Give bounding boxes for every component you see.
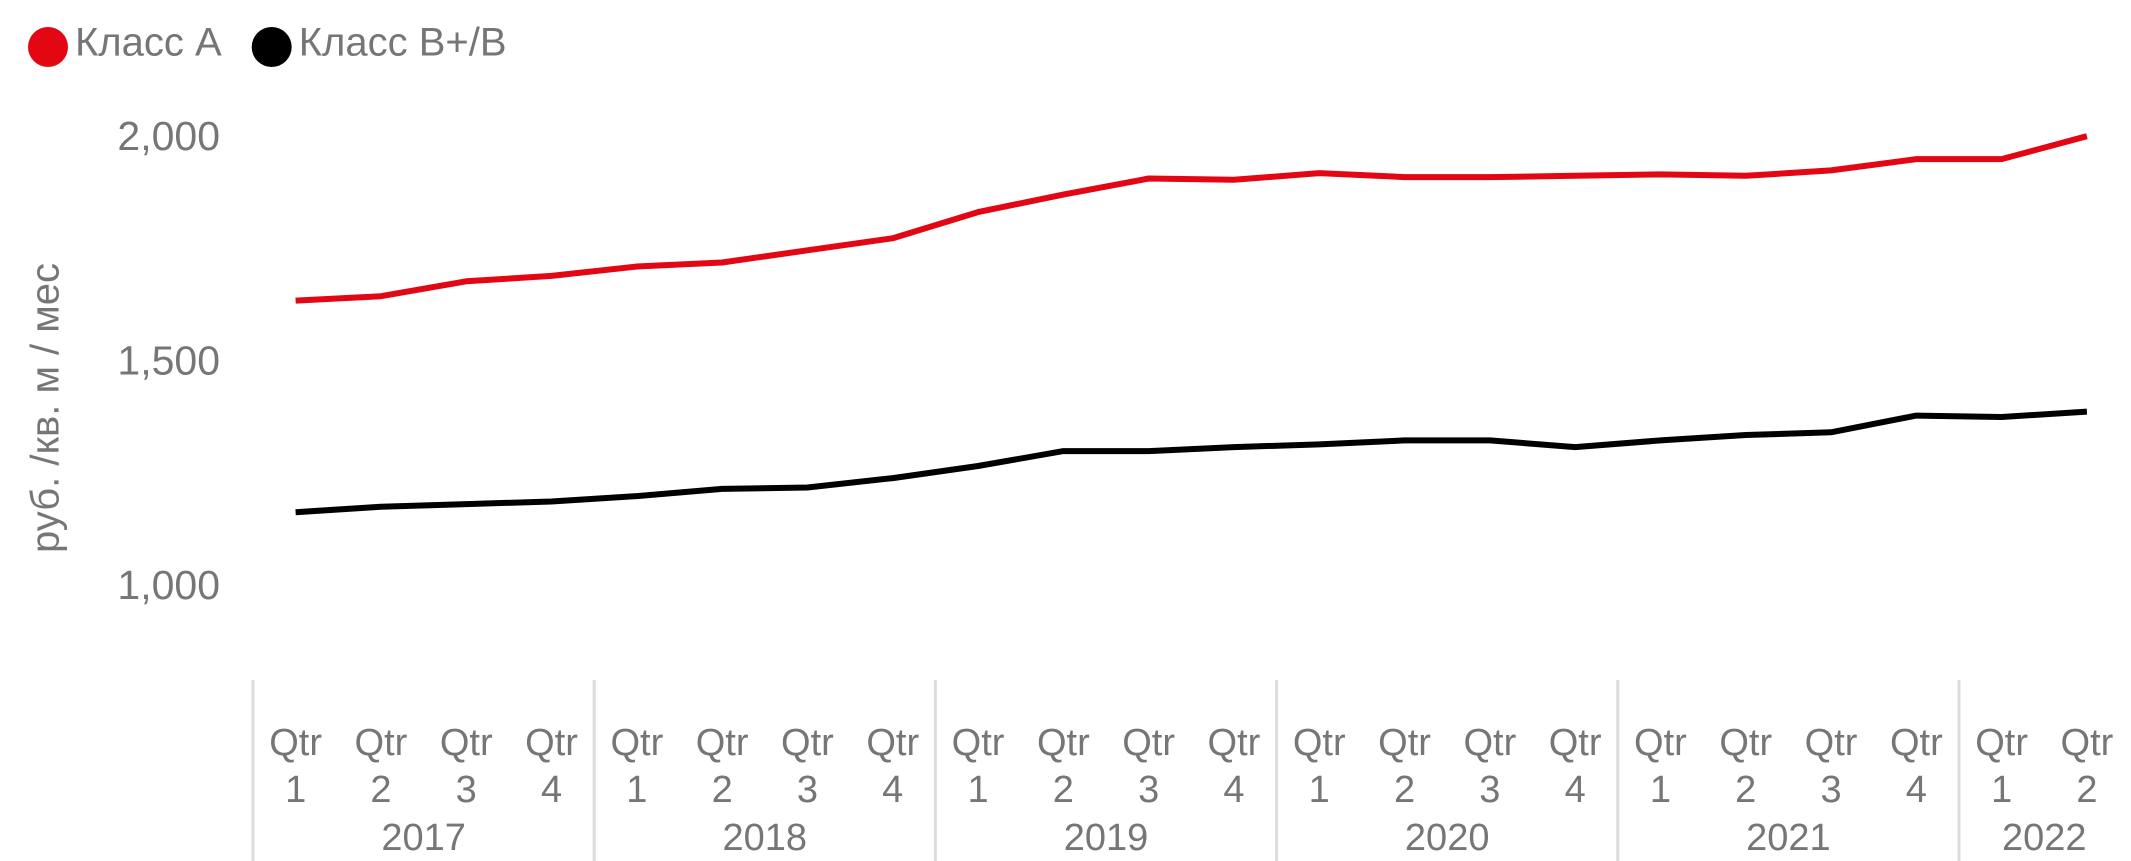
x-tick-label: Qtr 2 xyxy=(1719,722,1772,811)
x-tick-label: Qtr 1 xyxy=(1975,722,2028,811)
x-group-label: 2021 xyxy=(1746,817,1831,859)
x-tick-label: Qtr 2 xyxy=(355,722,408,811)
x-tick-label: Qtr 4 xyxy=(866,722,919,811)
y-tick-label: 1,000 xyxy=(117,562,220,608)
x-tick-label: Qtr 4 xyxy=(1208,722,1261,811)
legend-label: Класс B+/B xyxy=(299,21,507,65)
x-group-label: 2022 xyxy=(2002,817,2087,859)
x-tick-label: Qtr 2 xyxy=(696,722,749,811)
x-tick-label: Qtr 1 xyxy=(269,722,322,811)
x-group-label: 2018 xyxy=(723,817,808,859)
x-tick-label: Qtr 4 xyxy=(525,722,578,811)
x-tick-label: Qtr 1 xyxy=(1634,722,1687,811)
x-tick-label: Qtr 2 xyxy=(2061,722,2114,811)
x-group-label: 2020 xyxy=(1405,817,1490,859)
series-line xyxy=(295,408,2088,516)
x-tick-label: Qtr 1 xyxy=(952,722,1005,811)
x-tick-label: Qtr 2 xyxy=(1378,722,1431,811)
y-axis-label: руб. /кв. м / мес xyxy=(24,263,68,553)
x-tick-label: Qtr 1 xyxy=(1293,722,1346,811)
x-tick-label: Qtr 3 xyxy=(440,722,493,811)
x-tick-label: Qtr 4 xyxy=(1549,722,1602,811)
x-group-label: 2019 xyxy=(1064,817,1149,859)
x-tick-label: Qtr 2 xyxy=(1037,722,1090,811)
x-tick-label: Qtr 4 xyxy=(1890,722,1943,811)
y-tick-label: 2,000 xyxy=(117,113,220,159)
x-group-label: 2017 xyxy=(381,817,466,859)
x-tick-label: Qtr 3 xyxy=(1805,722,1858,811)
x-tick-label: Qtr 1 xyxy=(610,722,663,811)
x-tick-label: Qtr 3 xyxy=(1463,722,1516,811)
y-tick-label: 1,500 xyxy=(117,337,220,383)
x-tick-label: Qtr 3 xyxy=(1122,722,1175,811)
legend-label: Класс A xyxy=(75,21,222,65)
series-line xyxy=(295,133,2088,304)
x-tick-label: Qtr 3 xyxy=(781,722,834,811)
legend-marker xyxy=(28,27,68,67)
legend-marker xyxy=(251,27,292,67)
